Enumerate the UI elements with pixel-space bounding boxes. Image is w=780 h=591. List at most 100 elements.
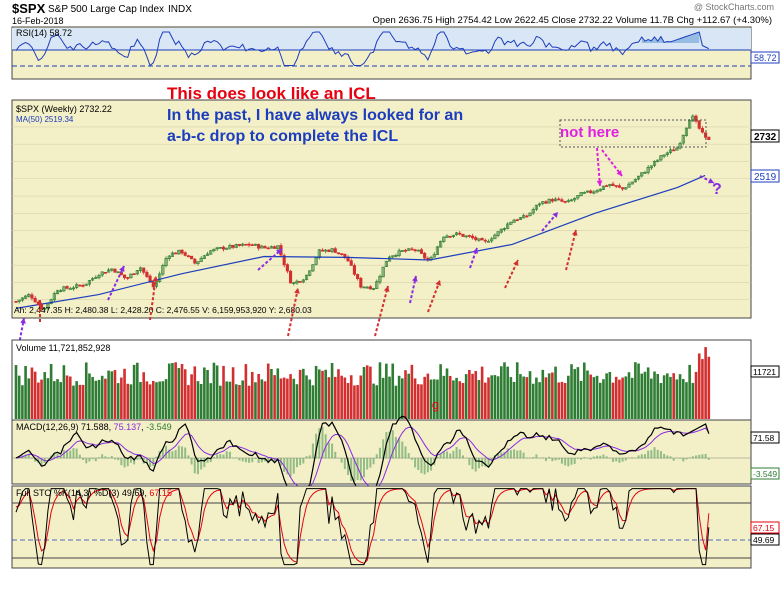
- volume-bar: [126, 383, 130, 419]
- candle-body: [471, 235, 475, 239]
- volume-bar: [618, 379, 621, 419]
- volume-bar: [669, 376, 672, 419]
- candle-body: [138, 267, 143, 271]
- volume-bar: [646, 367, 650, 419]
- volume-bar: [349, 375, 353, 419]
- candle-body: [68, 288, 72, 290]
- volume-bar: [535, 377, 538, 419]
- candle-body: [442, 236, 446, 242]
- candle-body: [170, 252, 174, 257]
- volume-bar: [598, 382, 602, 419]
- macd-hist-bar: [117, 458, 120, 461]
- volume-bar: [461, 383, 465, 419]
- volume-bar: [487, 377, 490, 419]
- macd-hist-bar: [56, 453, 59, 459]
- candle-body: [550, 199, 554, 202]
- candle-body: [563, 200, 567, 203]
- volume-bar: [353, 385, 356, 419]
- candle-body: [237, 244, 242, 246]
- candle-body: [538, 203, 542, 206]
- volume-bar: [391, 363, 395, 419]
- macd-hist-bar: [295, 458, 298, 468]
- volume-bar: [247, 385, 251, 419]
- volume-bar: [455, 377, 458, 419]
- annotation-arrow-head: [571, 230, 578, 236]
- watermark: @ StockCharts.com: [694, 2, 774, 12]
- candle-body: [509, 221, 513, 225]
- candle-body: [292, 282, 296, 284]
- macd-hist-bar: [283, 458, 286, 472]
- volume-bar: [576, 367, 580, 419]
- annotation-arrow-shaft: [565, 229, 577, 271]
- macd-hist-bar: [305, 456, 308, 459]
- macd-hist-bar: [615, 458, 618, 462]
- candle-body: [582, 192, 586, 194]
- volume-bar: [104, 378, 107, 419]
- macd-hist-bar: [216, 454, 219, 459]
- volume-bar: [136, 362, 139, 419]
- candle-body: [20, 297, 24, 301]
- volume-bar: [468, 369, 471, 419]
- volume-bar: [110, 371, 114, 419]
- candle-body: [199, 257, 203, 262]
- volume-bar: [78, 384, 82, 419]
- macd-hist-bar: [161, 449, 164, 459]
- volume-bar: [589, 374, 592, 419]
- candle-body: [384, 260, 388, 267]
- annotation-arrow-shaft: [287, 287, 299, 337]
- macd-hist-bar: [474, 458, 477, 472]
- candle-body: [311, 264, 315, 272]
- volume-bars: [14, 347, 711, 419]
- annotation-arrow-head: [20, 318, 26, 324]
- macd-hist-bar: [123, 458, 126, 468]
- candle-body: [87, 280, 91, 285]
- volume-bar: [666, 373, 669, 419]
- macd-hist-bar: [592, 456, 595, 459]
- volume-bar: [43, 372, 47, 419]
- macd-hist-bar: [37, 458, 40, 463]
- volume-bar: [222, 365, 225, 419]
- macd-hist-bar: [27, 454, 30, 459]
- macd-hist-bar: [430, 458, 433, 471]
- candle-body: [356, 274, 360, 279]
- candle-body: [142, 267, 146, 273]
- macd-hist-bar: [133, 458, 136, 465]
- volume-bar: [420, 384, 423, 419]
- annotation-arrow-head: [435, 280, 441, 286]
- volume-bar: [91, 377, 94, 419]
- candle-body: [624, 187, 628, 190]
- annotation-question-mark: ?: [712, 181, 722, 198]
- macd-hist-bar: [366, 458, 369, 470]
- candle-body: [253, 243, 257, 246]
- macd-value-tag: 71.58: [753, 433, 775, 443]
- macd-hist-bar: [455, 446, 458, 459]
- macd-hist-bar: [548, 456, 551, 459]
- macd-hist-bar: [321, 426, 324, 459]
- candle-body: [257, 244, 261, 249]
- macd-hist-bar: [560, 458, 563, 464]
- volume-bar: [490, 375, 494, 419]
- volume-bar: [174, 362, 177, 419]
- volume-bar: [509, 377, 513, 419]
- volume-bar: [484, 382, 487, 419]
- macd-hist-bar: [174, 450, 177, 459]
- annotation-arrow-head: [513, 260, 519, 266]
- candle-body: [394, 255, 398, 257]
- volume-bar: [282, 377, 286, 419]
- volume-bar: [525, 377, 529, 419]
- volume-bar: [21, 385, 24, 419]
- volume-bar: [413, 378, 417, 419]
- candle-body: [617, 185, 621, 188]
- volume-bar: [356, 385, 359, 419]
- candle-body: [359, 277, 363, 288]
- candle-body: [324, 249, 328, 252]
- macd-hist-tag-box: [750, 467, 780, 480]
- macd-hist-bar: [650, 450, 653, 459]
- candle-body: [512, 219, 516, 223]
- candle-body: [483, 239, 487, 242]
- annotation-not-here: not here: [560, 124, 619, 141]
- candle-body: [161, 265, 165, 275]
- candle-body: [183, 252, 187, 256]
- candle-body: [349, 260, 353, 266]
- chart-date: 16-Feb-2018: [12, 16, 64, 26]
